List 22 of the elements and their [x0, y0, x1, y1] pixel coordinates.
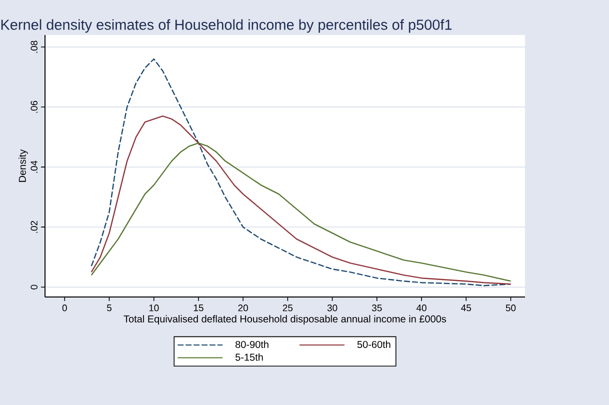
legend-label: 5-15th — [236, 353, 263, 361]
x-tick-label: 30 — [327, 304, 338, 312]
x-tick-label: 50 — [506, 304, 516, 312]
legend-label: 80-90th — [236, 340, 268, 348]
legend-label: 50-60th — [357, 340, 390, 348]
x-tick-label: 5 — [106, 304, 112, 312]
x-tick-label: 0 — [62, 304, 67, 312]
y-tick-label: .08 — [30, 40, 38, 53]
x-tick-label: 25 — [282, 304, 293, 312]
y-axis-title: Density — [18, 149, 28, 182]
x-tick-label: 20 — [238, 304, 248, 312]
x-tick-label: 40 — [416, 304, 426, 312]
y-tick-label: .02 — [30, 220, 38, 233]
x-axis-title: Total Equivalised deflated Household disposable annual income in £000s — [124, 315, 446, 324]
x-tick-label: 15 — [194, 304, 204, 312]
y-tick-label: .06 — [30, 100, 38, 113]
x-tick-label: 10 — [149, 304, 159, 312]
y-tick-label: .04 — [30, 160, 38, 173]
x-tick-label: 45 — [461, 304, 472, 312]
y-tick-label: 0 — [30, 284, 38, 290]
x-tick-label: 35 — [372, 304, 382, 312]
chart-title: Kernel density esimates of Household income by percentiles of p500f1 — [1, 19, 452, 33]
